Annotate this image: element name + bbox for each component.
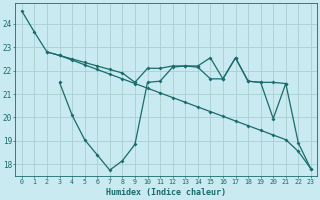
- X-axis label: Humidex (Indice chaleur): Humidex (Indice chaleur): [106, 188, 226, 197]
